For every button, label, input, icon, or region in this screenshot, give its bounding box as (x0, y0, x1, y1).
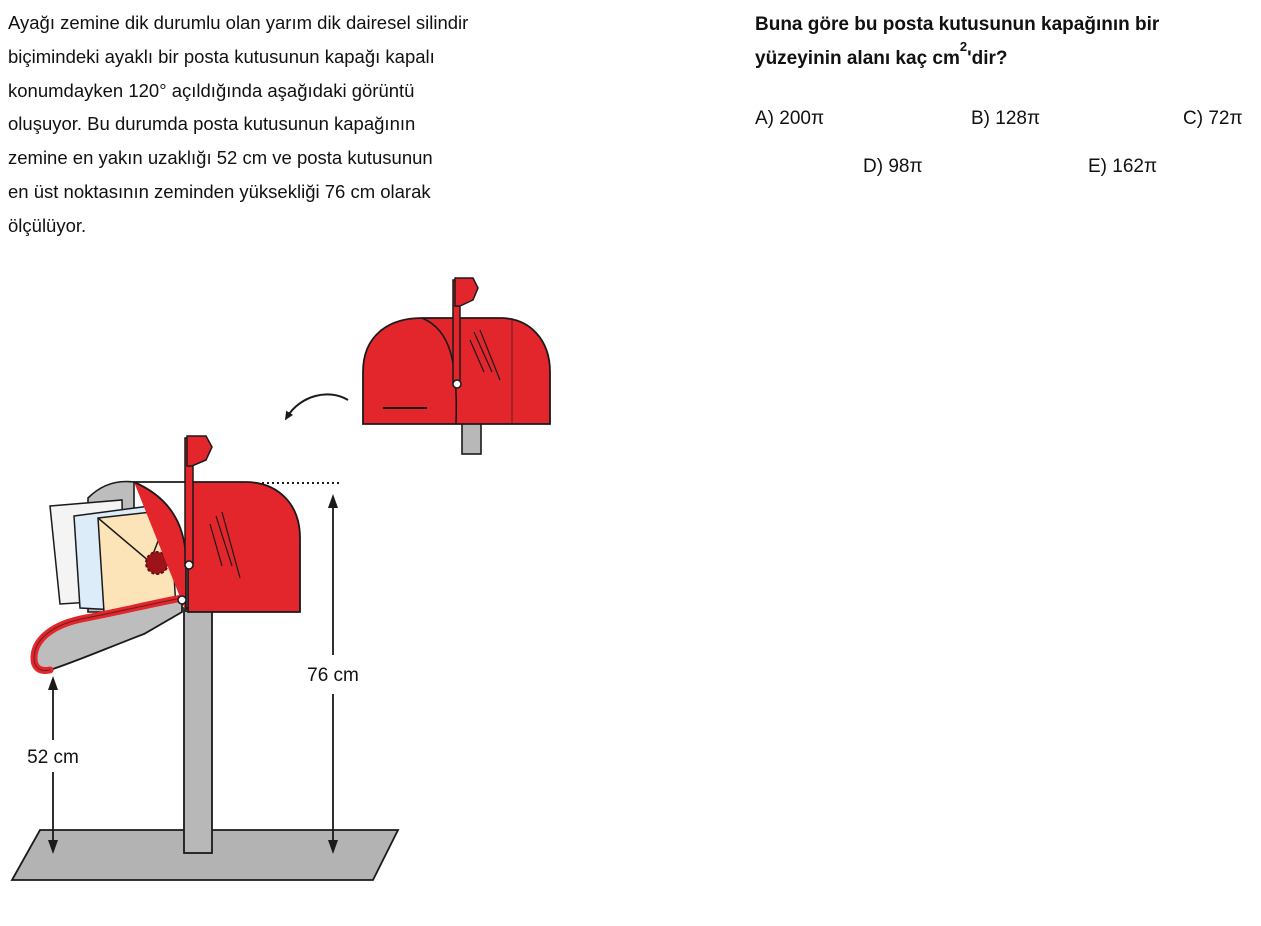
choice-c[interactable]: C) 72π (1183, 108, 1243, 129)
problem-statement: Ayağı zemine dik durumlu olan yarım dik … (8, 6, 568, 243)
choice-b[interactable]: B) 128π (971, 108, 1041, 129)
problem-line: biçimindeki ayaklı bir posta kutusunun k… (8, 45, 435, 67)
curved-arrow-icon (284, 393, 349, 421)
question-prefix: yüzeyinin alanı kaç cm (755, 48, 960, 69)
closed-mailbox (362, 277, 551, 455)
height-label: 76 cm (307, 665, 359, 686)
distance-label: 52 cm (27, 747, 79, 768)
problem-line: en üst noktasının zeminden yüksekliği 76… (8, 180, 431, 202)
question-suffix: 'dir? (967, 48, 1008, 69)
mailbox-post (183, 607, 213, 854)
question-text: Buna göre bu posta kutusunun kapağının b… (755, 8, 1255, 76)
problem-line: zemine en yakın uzaklığı 52 cm ve posta … (8, 147, 433, 169)
question-line-2: yüzeyinin alanı kaç cm2'dir? (755, 39, 1255, 76)
question-line-1: Buna göre bu posta kutusunun kapağının b… (755, 14, 1160, 35)
ground (10, 829, 400, 881)
choice-a[interactable]: A) 200π (755, 108, 825, 129)
flag-icon (186, 435, 213, 467)
open-mailbox (30, 435, 301, 674)
mailbox-figure: 76 cm 52 cm (10, 277, 551, 881)
flag-icon (454, 277, 479, 307)
question-exponent: 2 (959, 39, 968, 54)
closed-mailbox-post (461, 419, 482, 455)
problem-line: Ayağı zemine dik durumlu olan yarım dik … (8, 12, 469, 33)
choice-e[interactable]: E) 162π (1088, 156, 1158, 177)
problem-line: konumdayken 120° açıldığında aşağıdaki g… (8, 79, 415, 101)
problem-line: oluşuyor. Bu durumda posta kutusunun kap… (8, 113, 416, 135)
choice-d[interactable]: D) 98π (863, 156, 923, 177)
problem-line: ölçülüyor. (8, 214, 87, 236)
